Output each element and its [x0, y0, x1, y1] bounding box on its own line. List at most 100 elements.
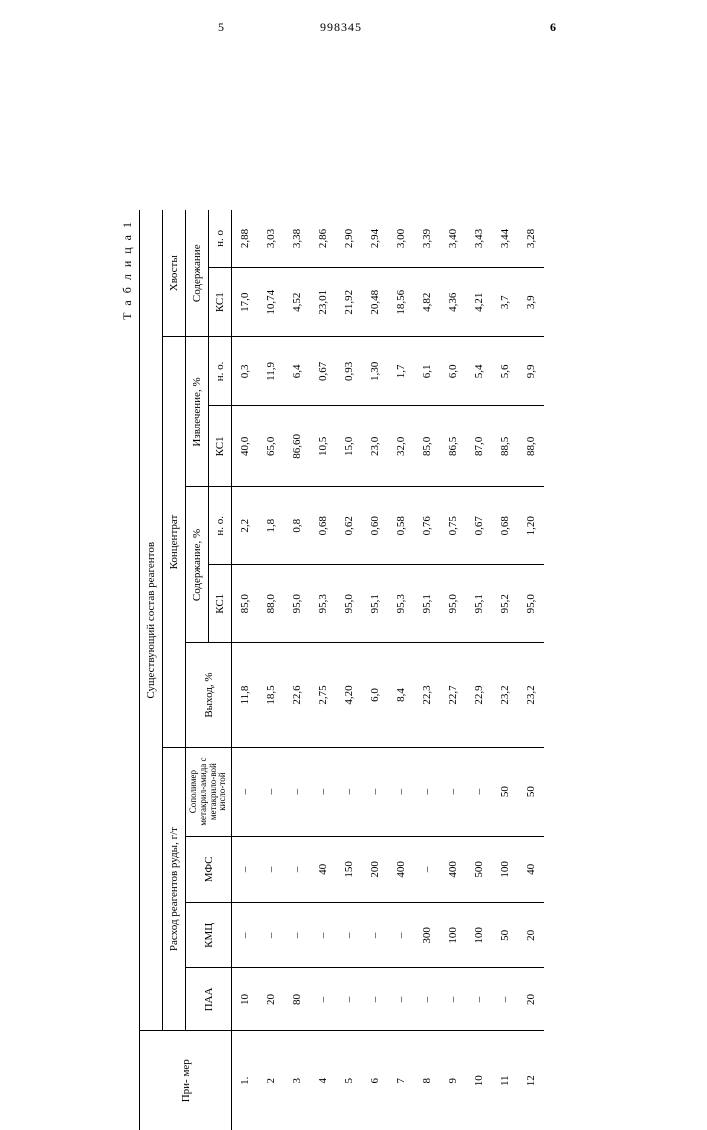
table-row: 380–––22,695,00,886,606,44,523,38 — [284, 210, 310, 1130]
hdr-copolymer: Сополимер метакрил-амида с метакрило-вой… — [186, 747, 232, 836]
table-cell: 95,1 — [362, 565, 388, 643]
table-cell: 1,7 — [388, 337, 414, 406]
table-cell: 88,5 — [492, 406, 518, 487]
table-cell: 7 — [388, 1031, 414, 1130]
table-cell: – — [440, 968, 466, 1031]
table-cell: 2,86 — [310, 210, 336, 267]
table-cell: 21,92 — [336, 267, 362, 337]
table-cell: 0,75 — [440, 487, 466, 565]
table-cell: 50 — [492, 747, 518, 836]
table-cell: 22,9 — [466, 643, 492, 747]
table-cell: 95,3 — [388, 565, 414, 643]
table-cell: 95,3 — [310, 565, 336, 643]
table-cell: – — [258, 836, 284, 903]
table-row: 10–100500–22,995,10,6787,05,44,213,43 — [466, 210, 492, 1130]
table-cell: 4,52 — [284, 267, 310, 337]
table-cell: – — [388, 968, 414, 1031]
table-caption: Т а б л и ц а 1 — [120, 210, 135, 1130]
table-cell: 18,56 — [388, 267, 414, 337]
table-cell: 4,21 — [466, 267, 492, 337]
table-cell: 86,5 — [440, 406, 466, 487]
data-table: При- мер Существующий состав реагентов Р… — [139, 210, 544, 1130]
table-cell: 11,9 — [258, 337, 284, 406]
table-cell: 12 — [518, 1031, 544, 1130]
table-cell: 1,20 — [518, 487, 544, 565]
table-cell: 22,7 — [440, 643, 466, 747]
table-cell: – — [284, 836, 310, 903]
table-cell: – — [440, 747, 466, 836]
table-cell: 200 — [362, 836, 388, 903]
table-row: 220–––18,588,01,865,011,910,743,03 — [258, 210, 284, 1130]
table-cell: 0,68 — [310, 487, 336, 565]
table-row: 8–300––22,395,10,7685,06,14,823,39 — [414, 210, 440, 1130]
table-cell: 95,0 — [284, 565, 310, 643]
table-cell: 32,0 — [388, 406, 414, 487]
table-row: 7––400–8,495,30,5832,01,718,563,00 — [388, 210, 414, 1130]
table-cell: 20 — [518, 968, 544, 1031]
table-cell: 95,2 — [492, 565, 518, 643]
table-cell: 5 — [336, 1031, 362, 1130]
table-cell: – — [310, 968, 336, 1031]
table-cell: 85,0 — [232, 565, 259, 643]
table-cell: 88,0 — [518, 406, 544, 487]
hdr-soderz2: Содержание — [186, 210, 209, 337]
table-cell: 8 — [414, 1031, 440, 1130]
table-cell: 3,40 — [440, 210, 466, 267]
table-body: 1.10–––11,885,02,240,00,317,02,88220–––1… — [232, 210, 545, 1130]
table-cell: – — [284, 903, 310, 968]
table-cell: 400 — [388, 836, 414, 903]
hdr-rashod: Расход реагентов руды, г/т — [163, 747, 186, 1031]
table-cell: 4,20 — [336, 643, 362, 747]
hdr-sost: Существующий состав реагентов — [140, 210, 163, 1031]
table-cell: – — [362, 968, 388, 1031]
table-cell: 95,1 — [414, 565, 440, 643]
table-row: 1.10–––11,885,02,240,00,317,02,88 — [232, 210, 259, 1130]
table-cell: 18,5 — [258, 643, 284, 747]
table-cell: 0,62 — [336, 487, 362, 565]
table-cell: 40 — [310, 836, 336, 903]
table-cell: 86,60 — [284, 406, 310, 487]
table-cell: 23,2 — [518, 643, 544, 747]
table-cell: – — [388, 747, 414, 836]
table-cell: 0,58 — [388, 487, 414, 565]
table-cell: 80 — [284, 968, 310, 1031]
table-cell: – — [362, 903, 388, 968]
table-cell: – — [362, 747, 388, 836]
table-cell: 17,0 — [232, 267, 259, 337]
hdr-hvosty: Хвосты — [163, 210, 186, 337]
table-cell: 23,0 — [362, 406, 388, 487]
table-cell: 3 — [284, 1031, 310, 1130]
hdr-kmc: КМЦ — [186, 903, 232, 968]
table-cell: – — [232, 747, 259, 836]
table-cell: 20 — [518, 903, 544, 968]
table-cell: 40 — [518, 836, 544, 903]
table-cell: 5,6 — [492, 337, 518, 406]
table-cell: 150 — [336, 836, 362, 903]
table-cell: 3,03 — [258, 210, 284, 267]
table-cell: 6,1 — [414, 337, 440, 406]
table-cell: 3,00 — [388, 210, 414, 267]
table-cell: 95,1 — [466, 565, 492, 643]
table-row: 122020405023,295,01,2088,09,93,93,28 — [518, 210, 544, 1130]
table-cell: 100 — [440, 903, 466, 968]
hdr-no-1: н. о. — [209, 487, 232, 565]
table-cell: 4,36 — [440, 267, 466, 337]
table-cell: 50 — [518, 747, 544, 836]
table-cell: – — [492, 968, 518, 1031]
table-cell: – — [284, 747, 310, 836]
table-cell: 95,0 — [440, 565, 466, 643]
table-cell: 23,2 — [492, 643, 518, 747]
margin-number-5: 5 — [218, 20, 224, 35]
hdr-kcl-3: КС1 — [209, 267, 232, 337]
table-cell: 0,76 — [414, 487, 440, 565]
hdr-vyhod: Выход, % — [186, 643, 232, 747]
hdr-primer: При- мер — [140, 1031, 232, 1130]
table-cell: 0,67 — [310, 337, 336, 406]
hdr-paa: ПАА — [186, 968, 232, 1031]
table-cell: 0,93 — [336, 337, 362, 406]
table-cell: 87,0 — [466, 406, 492, 487]
table-cell: 10 — [232, 968, 259, 1031]
table-cell: – — [310, 747, 336, 836]
table-cell: 300 — [414, 903, 440, 968]
table-cell: 4,82 — [414, 267, 440, 337]
